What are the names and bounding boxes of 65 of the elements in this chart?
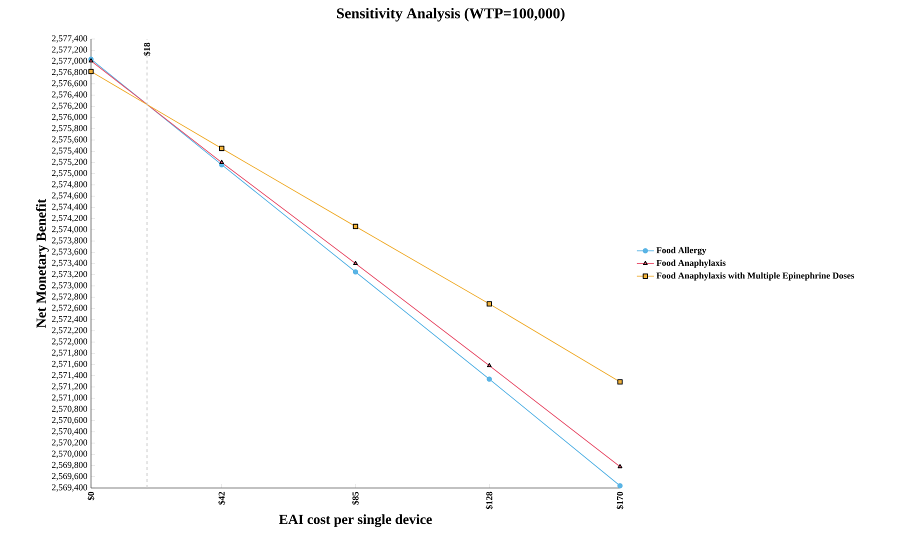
y-tick-label: 2,575,400	[52, 148, 88, 155]
y-tick-label: 2,574,800	[52, 181, 88, 189]
y-tick-label: 2,577,400	[52, 35, 88, 43]
point	[219, 160, 224, 164]
y-tick-label: 2,573,200	[52, 271, 88, 278]
y-tick-label: 2,572,800	[52, 293, 88, 301]
y-tick-label: 2,577,200	[52, 46, 88, 54]
y-tick-label: 2,577,000	[52, 58, 88, 66]
y-tick-label: 2,569,800	[52, 462, 88, 470]
x-tick-label: $42	[218, 492, 226, 505]
legend-label: Food Anaphylaxis	[656, 260, 726, 268]
y-tick-label: 2,571,400	[52, 372, 88, 380]
y-tick-label: 2,570,600	[52, 416, 88, 424]
y-tick-label: 2,576,000	[52, 114, 88, 122]
y-tick-label: 2,575,800	[52, 125, 88, 132]
y-tick-label: 2,572,000	[52, 338, 88, 346]
y-tick-label: 2,576,400	[52, 91, 88, 99]
y-tick-label: 2,572,600	[52, 304, 88, 312]
y-tick-label: 2,571,600	[52, 360, 88, 368]
y-tick-label: 2,576,200	[52, 102, 88, 110]
y-tick-label: 2,569,400	[52, 484, 88, 492]
y-tick-label: 2,571,000	[52, 394, 88, 402]
y-tick-label: 2,570,400	[52, 428, 88, 436]
y-axis-title: Net Monetary Benefit	[36, 198, 49, 328]
point	[486, 376, 492, 382]
point	[219, 146, 224, 152]
y-tick-label: 2,575,200	[52, 158, 88, 166]
x-tick-label: $85	[352, 492, 360, 505]
chart-title: Sensitivity Analysis (WTP=100,000)	[337, 8, 565, 22]
x-tick-label: $170	[616, 492, 624, 510]
x-tick-label: $0	[87, 492, 95, 500]
point	[352, 224, 358, 230]
y-tick-label: 2,571,800	[52, 350, 88, 357]
y-tick-label: 2,572,400	[52, 316, 88, 324]
y-tick-label: 2,576,600	[52, 80, 88, 88]
y-tick-label: 2,576,800	[52, 68, 88, 76]
y-tick-label: 2,570,200	[52, 439, 88, 447]
y-tick-label: 2,570,800	[52, 406, 88, 414]
x-tick-label: $128	[486, 492, 493, 510]
point	[88, 68, 94, 74]
y-tick-label: 2,575,600	[52, 136, 88, 144]
y-tick-label: 2,570,000	[52, 450, 88, 458]
y-tick-label: 2,574,200	[52, 214, 88, 222]
legend-label: Food Allergy	[656, 246, 706, 256]
y-tick-label: 2,574,600	[52, 192, 88, 200]
y-tick-label: 2,572,200	[52, 327, 88, 335]
point	[618, 464, 622, 468]
y-tick-label: 2,573,600	[52, 248, 88, 256]
point	[353, 260, 358, 266]
x-axis-title: EAI cost per single device	[279, 514, 432, 528]
y-tick-label: 2,573,800	[52, 237, 88, 245]
ref-line-label: $18	[143, 42, 151, 56]
y-tick-label: 2,573,400	[52, 260, 88, 268]
point	[617, 483, 623, 488]
y-tick-label: 2,573,000	[52, 282, 88, 290]
legend-label: Food Anaphylaxis with Multiple Epinephrine Doses	[656, 272, 854, 280]
y-tick-label: 2,571,200	[52, 383, 88, 391]
point	[486, 301, 492, 307]
y-tick-label: 2,575,000	[52, 170, 88, 178]
point	[617, 379, 623, 385]
y-tick-label: 2,569,600	[52, 473, 88, 480]
point	[352, 269, 358, 275]
y-tick-label: 2,574,000	[52, 226, 88, 234]
y-tick-label: 2,574,400	[52, 204, 88, 212]
point	[486, 362, 492, 368]
